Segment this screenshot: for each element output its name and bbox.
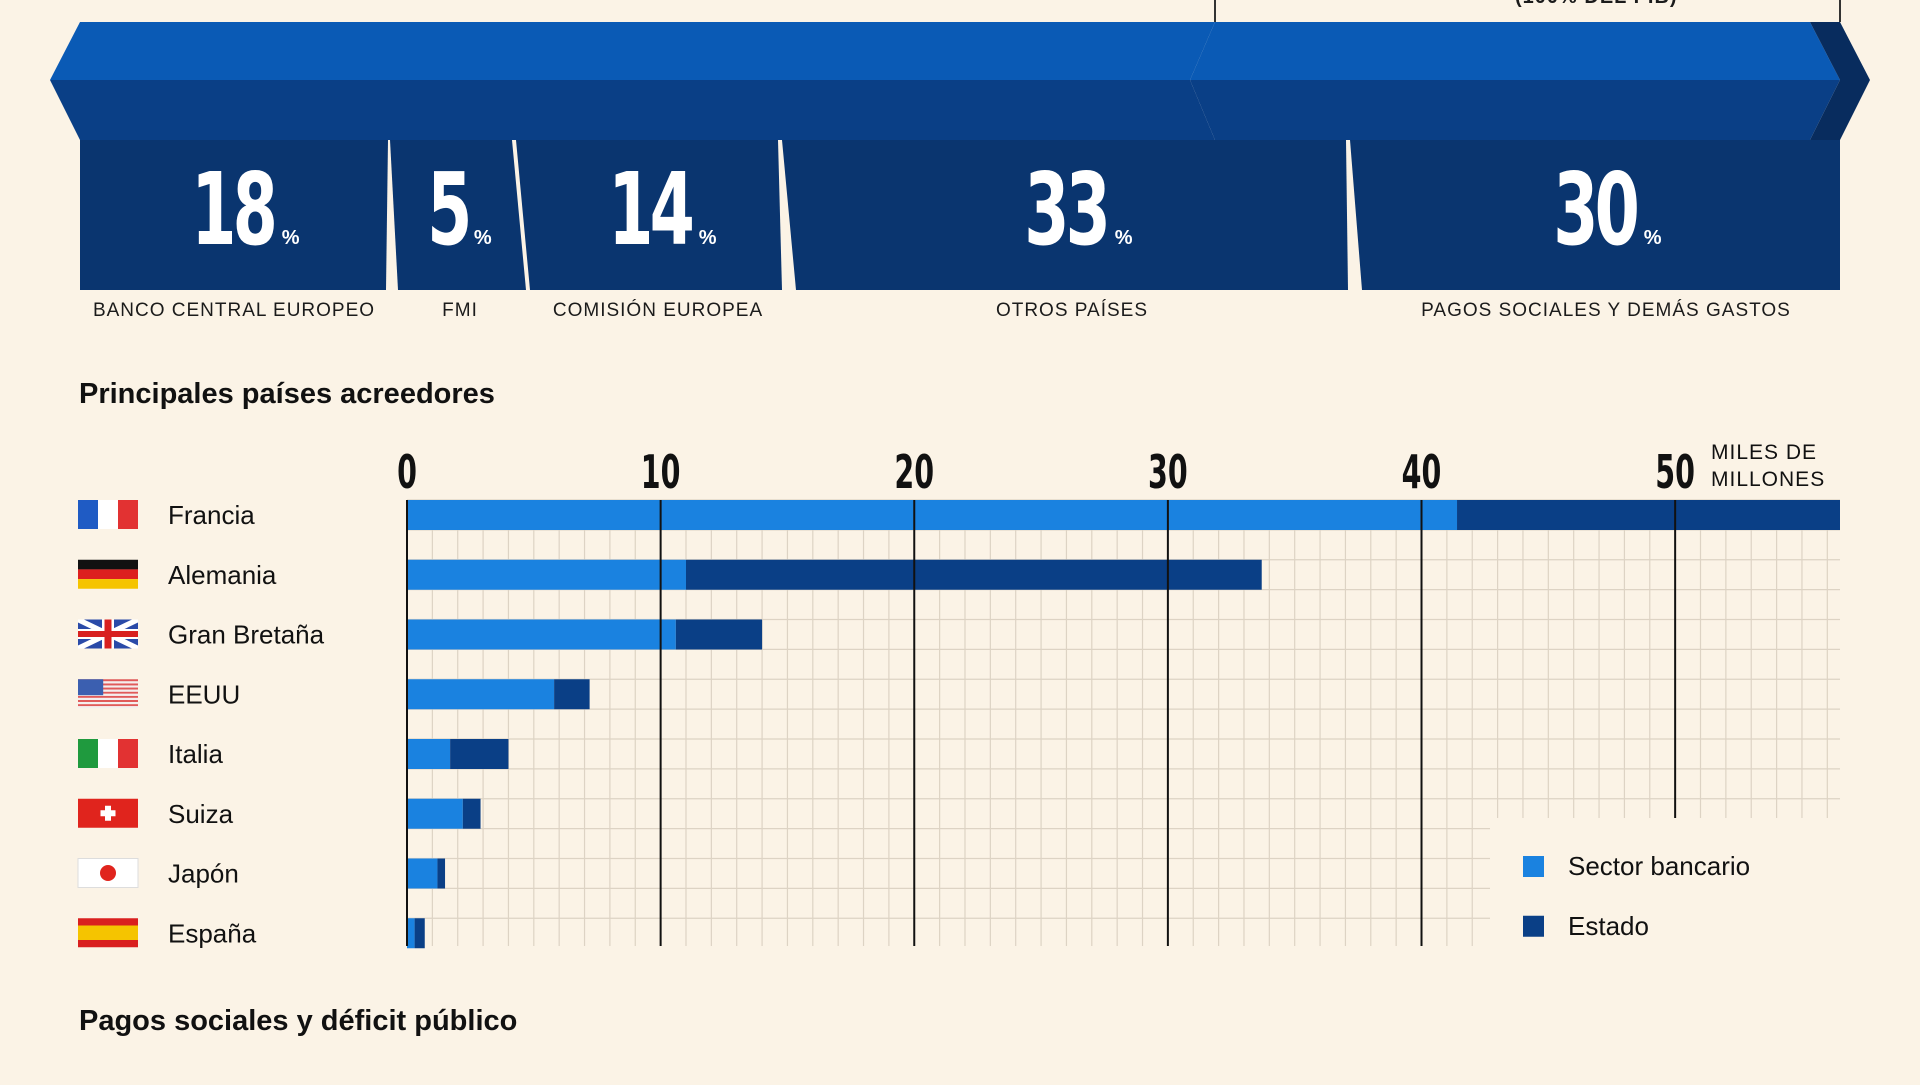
category-label: Italia bbox=[168, 739, 223, 769]
france-flag bbox=[78, 500, 138, 529]
x-tick-label: 30 bbox=[1148, 446, 1188, 500]
value-unit: % bbox=[473, 227, 492, 249]
distribution-banner bbox=[50, 0, 1870, 290]
usa-flag bbox=[78, 679, 138, 709]
segment-block-pagos bbox=[1350, 140, 1840, 290]
legend-label-sector-bancario: Sector bancario bbox=[1568, 851, 1750, 881]
value-unit: % bbox=[1114, 227, 1133, 249]
category-label: Francia bbox=[168, 500, 255, 530]
bar-sector-bancario bbox=[407, 619, 676, 650]
unit-label-line2: MILLONES bbox=[1711, 468, 1825, 491]
bar-sector-bancario bbox=[407, 679, 555, 710]
segment-block-fmi bbox=[390, 140, 526, 290]
value-number: 18 bbox=[190, 151, 278, 268]
bar-estado bbox=[675, 619, 763, 650]
bar-estado bbox=[414, 918, 425, 949]
x-tick-label: 20 bbox=[894, 446, 934, 500]
bar-sector-bancario bbox=[407, 500, 1458, 530]
bar-sector-bancario bbox=[407, 858, 438, 889]
value-number: 5 bbox=[427, 151, 472, 268]
segment-value-otros: 33% bbox=[786, 155, 1348, 265]
segment-value-ce: 14% bbox=[520, 155, 782, 265]
bar-sector-bancario bbox=[407, 559, 686, 590]
category-label: Gran Bretaña bbox=[168, 620, 325, 650]
category-label: Suiza bbox=[168, 799, 234, 829]
legend-swatch-estado bbox=[1523, 915, 1544, 937]
legend-swatch-sector-bancario bbox=[1523, 856, 1544, 877]
uk-flag bbox=[78, 619, 138, 649]
germany-flag bbox=[78, 559, 138, 589]
segment-block-bce bbox=[80, 140, 388, 290]
italy-flag bbox=[78, 739, 138, 768]
band-left-front bbox=[50, 80, 1215, 140]
bar-estado bbox=[1457, 500, 1840, 530]
category-label: España bbox=[168, 918, 257, 948]
x-tick-label: 0 bbox=[397, 446, 417, 500]
bar-estado bbox=[685, 559, 1262, 590]
switzerland-flag bbox=[78, 798, 138, 828]
category-label: EEUU bbox=[168, 679, 240, 709]
x-tick-label: 50 bbox=[1655, 446, 1695, 500]
japan-flag bbox=[77, 858, 139, 888]
footer-title: Pagos sociales y déficit público bbox=[79, 1005, 518, 1037]
segment-value-bce: 18% bbox=[80, 155, 388, 265]
bar-estado bbox=[462, 798, 481, 829]
spain-flag bbox=[78, 918, 138, 948]
category-label: Alemania bbox=[168, 560, 277, 590]
value-number: 33 bbox=[1023, 151, 1111, 268]
bar-estado bbox=[554, 679, 590, 710]
section-title: Principales países acreedores bbox=[79, 378, 495, 410]
band-right-front bbox=[1190, 80, 1840, 140]
callout-text: (100% DEL PIB) bbox=[1515, 0, 1678, 9]
bar-sector-bancario bbox=[407, 739, 451, 769]
unit-label-line1: MILES DE bbox=[1711, 441, 1817, 464]
segment-label-fmi: FMI bbox=[442, 300, 478, 321]
segment-block-otros bbox=[782, 140, 1348, 290]
band-right-top bbox=[1190, 22, 1840, 80]
value-unit: % bbox=[1643, 227, 1662, 249]
x-tick-label: 10 bbox=[641, 446, 681, 500]
bar-sector-bancario bbox=[407, 918, 415, 949]
legend-label-estado: Estado bbox=[1568, 911, 1649, 941]
segment-label-ce: COMISIÓN EUROPEA bbox=[552, 300, 764, 321]
creditor-countries-chart: 0 10 20 30 40 50 MILES DE MILLONES Francia Aleman… bbox=[77, 441, 1840, 949]
segment-label-otros: OTROS PAÍSES bbox=[995, 300, 1149, 321]
segment-label-bce: BANCO CENTRAL EUROPEO bbox=[92, 300, 376, 321]
segment-value-fmi: 5% bbox=[392, 155, 516, 265]
value-number: 30 bbox=[1552, 151, 1640, 268]
segment-value-pagos: 30% bbox=[1352, 155, 1840, 265]
category-label: Japón bbox=[168, 859, 239, 889]
x-tick-label: 40 bbox=[1402, 446, 1442, 500]
band-left-top bbox=[50, 22, 1215, 80]
bar-sector-bancario bbox=[407, 798, 463, 829]
bar-estado bbox=[450, 739, 509, 769]
value-number: 14 bbox=[607, 151, 695, 268]
value-unit: % bbox=[281, 227, 300, 249]
segment-label-pagos: PAGOS SOCIALES Y DEMÁS GASTOS bbox=[1421, 300, 1791, 321]
value-unit: % bbox=[698, 227, 717, 249]
bar-estado bbox=[437, 858, 446, 889]
band-arrow-tip bbox=[1810, 22, 1870, 140]
segment-block-ce bbox=[516, 140, 782, 290]
